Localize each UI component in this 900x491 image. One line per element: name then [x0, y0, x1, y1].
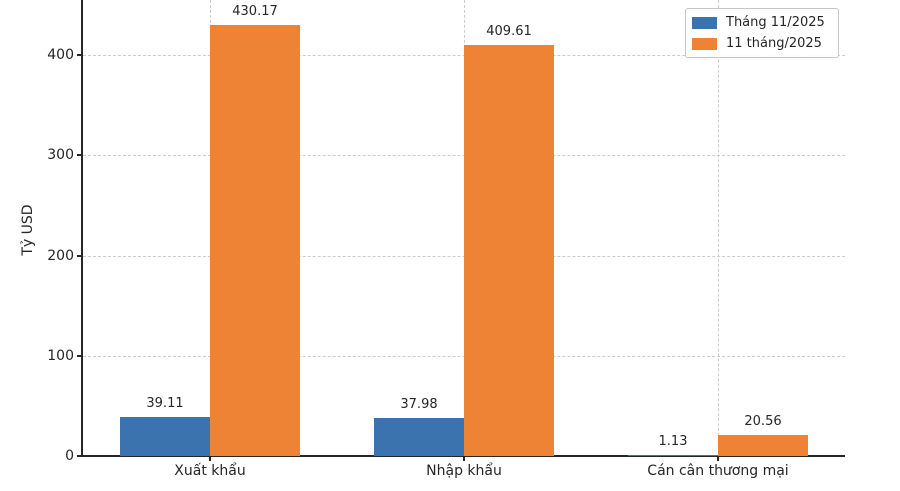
y-tick-mark	[77, 54, 81, 57]
plot-area: 39.11 37.98 1.13 430.17 409.61 20.56	[83, 0, 845, 456]
y-tick-label: 200	[47, 247, 74, 264]
legend-label: Tháng 11/2025	[726, 15, 825, 30]
v-gridline	[718, 0, 719, 456]
x-tick-label: Nhập khẩu	[426, 463, 502, 479]
y-tick-label: 400	[47, 47, 74, 64]
bar	[718, 435, 808, 456]
x-tick-label: Cán cân thương mại	[647, 463, 789, 479]
bar	[374, 417, 464, 456]
y-tick-mark	[77, 154, 81, 157]
legend: Tháng 11/2025 11 tháng/2025	[685, 8, 839, 58]
x-tick-mark	[463, 457, 465, 461]
bar	[628, 454, 718, 456]
legend-row: 11 tháng/2025	[692, 35, 830, 52]
bar-value-label: 37.98	[400, 396, 438, 412]
bar	[210, 24, 300, 456]
legend-label: 11 tháng/2025	[726, 36, 822, 51]
bar-value-label: 1.13	[658, 433, 688, 449]
y-tick-mark	[77, 354, 81, 357]
bar-value-label: 39.11	[146, 395, 184, 411]
x-axis-spine	[81, 455, 845, 457]
y-tick-label: 300	[47, 147, 74, 164]
y-axis-spine	[81, 0, 83, 457]
legend-color-swatch	[692, 16, 717, 29]
legend-color-swatch	[692, 37, 717, 50]
y-tick-label: 0	[65, 448, 74, 464]
y-tick-mark	[77, 455, 81, 457]
legend-row: Tháng 11/2025	[692, 14, 830, 31]
y-tick-mark	[77, 254, 81, 257]
x-tick-mark	[717, 457, 719, 461]
bar	[464, 45, 554, 456]
bar	[120, 416, 210, 456]
bar-value-label: 430.17	[232, 3, 278, 19]
bar-value-label: 409.61	[486, 24, 532, 40]
bar-value-label: 20.56	[744, 414, 782, 430]
y-tick-label: 100	[47, 347, 74, 364]
x-tick-mark	[209, 457, 211, 461]
x-tick-label: Xuất khẩu	[174, 463, 246, 479]
